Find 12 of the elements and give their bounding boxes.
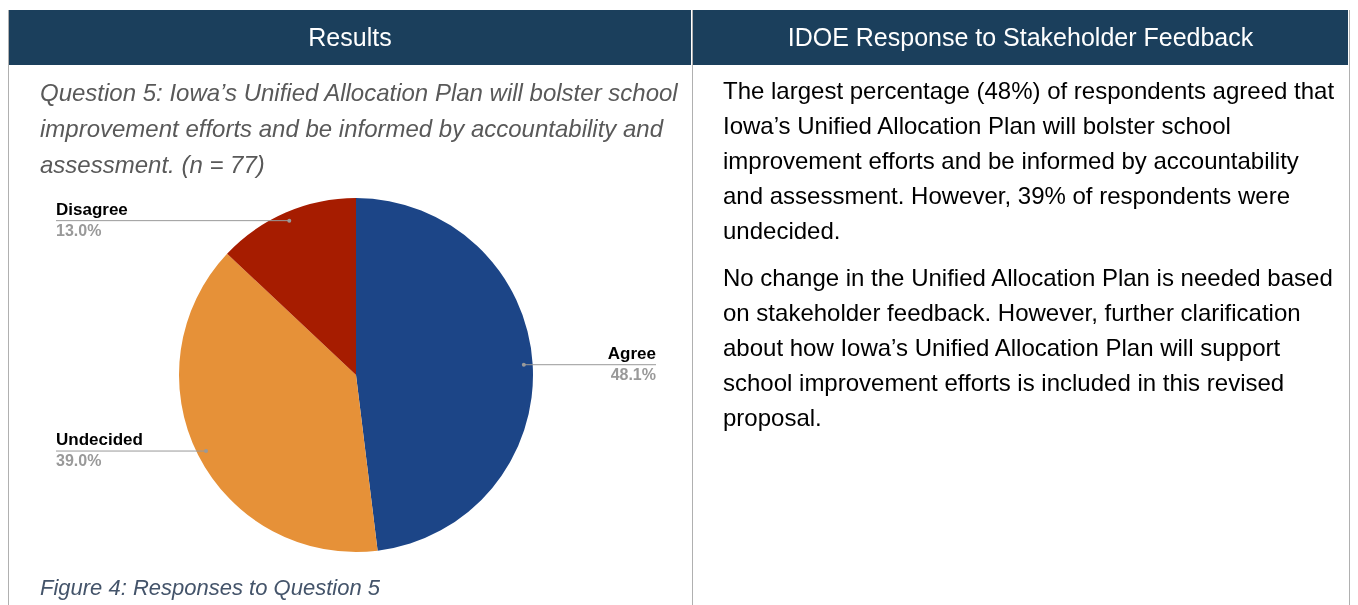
caption: Figure 4: Responses to Question 5 — [40, 575, 380, 601]
data-label: 13.0% — [56, 222, 102, 240]
text: No change in the Unified Allocation Plan is needed based on stakeholder feedback. However, further clarification about how Iowa’s Unified Allocation Plan will support school improvement efforts is included in this revised proposal. — [723, 263, 1334, 433]
text: The largest percentage (48%) of respondents agreed that Iowa’s Unified Allocation Plan will bolster school improvement efforts and be informed by accountability and assessment. However, 39% of respondents were undecided. — [723, 76, 1336, 246]
text: Results — [9, 10, 692, 65]
chart-title: Question 5: Iowa’s Unified Allocation Plan will bolster school improvement efforts and be informed by accountability and assessment. (n = 77) — [40, 78, 679, 180]
data-label: 48.1% — [610, 366, 656, 384]
data-label: 39.0% — [56, 452, 102, 470]
slice-label: Agree — [607, 343, 656, 363]
slice-label: Disagree — [56, 199, 128, 219]
slice-label: Undecided — [56, 430, 143, 450]
text: IDOE Response to Stakeholder Feedback — [693, 10, 1349, 65]
